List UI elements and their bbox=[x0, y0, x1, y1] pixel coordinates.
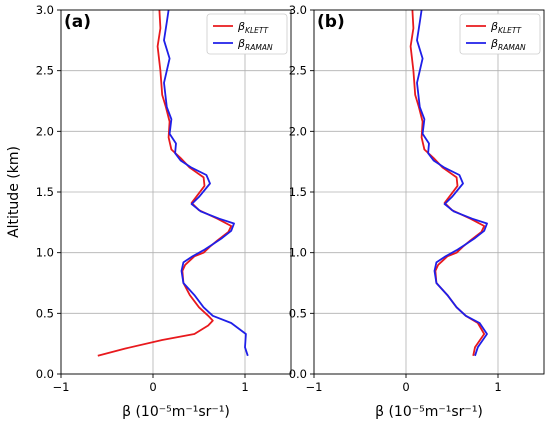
y-axis-label: Altitude (km) bbox=[6, 146, 22, 238]
x-tick-label: 0 bbox=[402, 380, 409, 394]
y-tick-label: 2.5 bbox=[36, 64, 54, 78]
x-axis-label: β (10⁻⁵m⁻¹sr⁻¹) bbox=[375, 404, 483, 420]
panel-label: (b) bbox=[317, 12, 345, 32]
legend-symbol: β bbox=[237, 37, 245, 50]
y-tick-label: 2.0 bbox=[36, 124, 54, 138]
legend-entry: βRAMAN bbox=[237, 37, 273, 52]
legend-subscript: KLETT bbox=[245, 26, 269, 35]
legend-symbol: β bbox=[237, 20, 245, 33]
legend-subscript: RAMAN bbox=[498, 43, 526, 52]
legend-entry: βKLETT bbox=[490, 20, 522, 35]
y-tick-label: 2.5 bbox=[289, 64, 307, 78]
legend-entry: βKLETT bbox=[237, 20, 269, 35]
panel-a: −1 0 1 0.0 0.5 1.0 1.5 2.0 2.5 3.0 β (10⁻⁵m⁻¹sr⁻¹)… bbox=[6, 3, 292, 420]
series-line-klett bbox=[97, 9, 233, 357]
legend-box bbox=[206, 13, 288, 55]
x-tick-label: −1 bbox=[306, 380, 323, 394]
series-line-raman bbox=[163, 9, 249, 357]
y-tick-label: 3.0 bbox=[36, 3, 54, 17]
panel-b: −1 0 1 0.0 0.5 1.0 1.5 2.0 2.5 3.0 β (10⁻⁵m⁻¹sr⁻¹)… bbox=[289, 3, 545, 420]
y-tick-label: 0.5 bbox=[36, 306, 54, 320]
x-axis-label: β (10⁻⁵m⁻¹sr⁻¹) bbox=[122, 404, 230, 420]
series-line-raman bbox=[416, 9, 488, 357]
legend-box bbox=[459, 13, 541, 55]
y-tick-label: 1.0 bbox=[36, 246, 54, 260]
legend-subscript: RAMAN bbox=[245, 43, 273, 52]
y-tick-label: 0.0 bbox=[36, 367, 54, 381]
y-tick-label: 3.0 bbox=[289, 3, 307, 17]
legend-entry: βRAMAN bbox=[490, 37, 526, 52]
y-tick-label: 2.0 bbox=[289, 124, 307, 138]
y-tick-label: 1.0 bbox=[289, 246, 307, 260]
legend-symbol: β bbox=[490, 20, 498, 33]
y-tick-label: 0.0 bbox=[289, 367, 307, 381]
y-tick-label: 1.5 bbox=[36, 185, 54, 199]
x-tick-label: 0 bbox=[149, 380, 156, 394]
x-tick-label: −1 bbox=[53, 380, 70, 394]
y-tick-label: 1.5 bbox=[289, 185, 307, 199]
y-tick-label: 0.5 bbox=[289, 306, 307, 320]
x-tick-label: 1 bbox=[494, 380, 501, 394]
x-tick-label: 1 bbox=[241, 380, 248, 394]
legend-subscript: KLETT bbox=[498, 26, 522, 35]
panel-label: (a) bbox=[64, 12, 91, 32]
legend-symbol: β bbox=[490, 37, 498, 50]
